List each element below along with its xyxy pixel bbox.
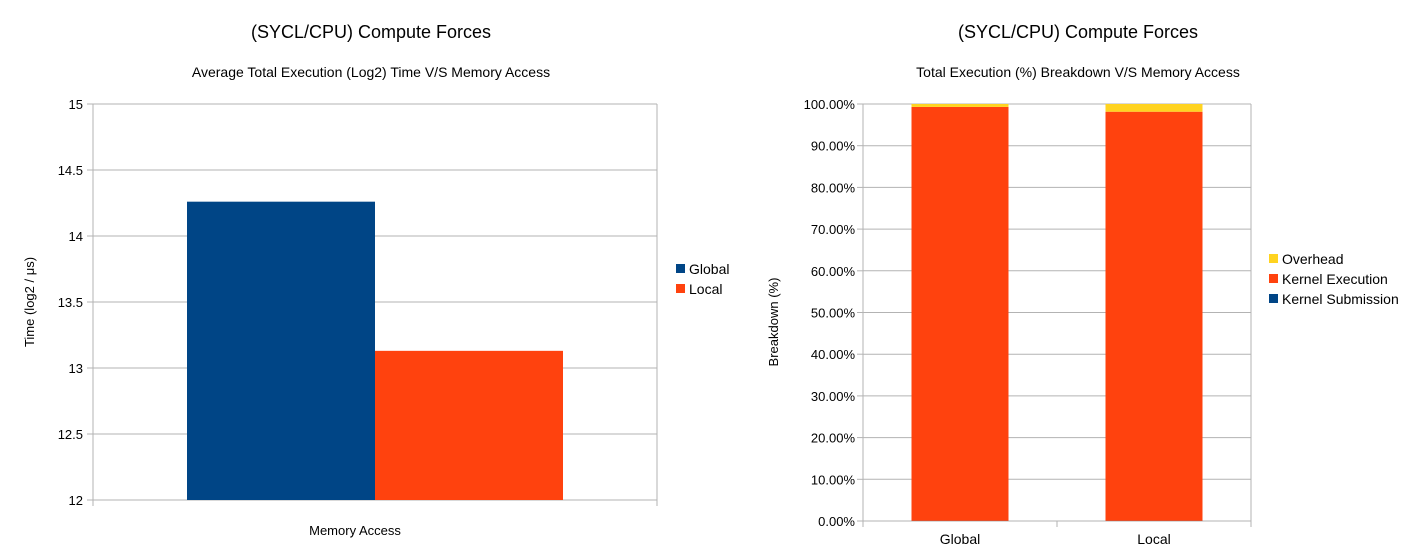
chart2-y-tick-label: 50.00%: [811, 306, 856, 321]
chart2-bar-global-overhead: [911, 104, 1009, 107]
chart1-subtitle: Average Total Execution (Log2) Time V/S …: [192, 64, 550, 80]
chart1-y-tick-label: 13.5: [58, 295, 83, 310]
chart2-legend-swatch: [1269, 294, 1278, 303]
chart2-y-tick-label: 30.00%: [811, 389, 856, 404]
chart1-legend: Global Local: [676, 261, 729, 297]
chart1-y-tick-label: 15: [69, 97, 83, 112]
chart2-y-tick-label: 60.00%: [811, 264, 856, 279]
chart2-y-tick-label: 10.00%: [811, 472, 856, 487]
chart1-legend-label: Local: [689, 281, 722, 297]
chart2-y-tick-label: 0.00%: [818, 514, 855, 529]
chart2-bars: [911, 104, 1203, 521]
chart2-y-tick-label: 80.00%: [811, 180, 856, 195]
chart2-subtitle: Total Execution (%) Breakdown V/S Memory…: [916, 64, 1240, 80]
chart1-y-tick-label: 12: [69, 493, 83, 508]
chart2-y-ticks: 0.00% 10.00% 20.00% 30.00% 40.00% 50.00% 60.00…: [804, 97, 856, 529]
chart1-y-tick-label: 13: [69, 361, 83, 376]
chart-breakdown: (SYCL/CPU) Compute Forces Total Executio…: [766, 22, 1399, 547]
chart1-legend-swatch: [676, 264, 685, 273]
chart2-bar-global-kernel-execution: [911, 106, 1009, 521]
chart2-y-tick-label: 20.00%: [811, 431, 856, 446]
chart2-y-axis-label: Breakdown (%): [766, 278, 781, 367]
chart1-y-tick-label: 12.5: [58, 427, 83, 442]
chart-log2-time: (SYCL/CPU) Compute Forces Average Total …: [22, 22, 729, 538]
chart1-legend-label: Global: [689, 261, 729, 277]
chart2-bar-local-overhead: [1105, 104, 1203, 112]
chart1-title: (SYCL/CPU) Compute Forces: [251, 22, 491, 42]
chart2-x-ticks: Global Local: [940, 531, 1171, 547]
chart2-legend-swatch: [1269, 254, 1278, 263]
chart1-y-tick-label: 14.5: [58, 163, 83, 178]
chart2-legend-label: Kernel Submission: [1282, 291, 1399, 307]
chart1-y-tick-label: 14: [69, 229, 83, 244]
chart2-y-tick-label: 90.00%: [811, 139, 856, 154]
chart1-bars: [187, 201, 563, 500]
chart1-y-axis-label: Time (log2 / μs): [22, 257, 37, 347]
chart1-bar-global: [187, 201, 375, 500]
chart1-y-ticks: 12 12.5 13 13.5 14 14.5 15: [58, 97, 83, 508]
chart2-bar-local-kernel-execution: [1105, 111, 1203, 521]
chart2-y-tick-label: 100.00%: [804, 97, 856, 112]
chart2-legend-label: Kernel Execution: [1282, 271, 1388, 287]
chart2-legend-label: Overhead: [1282, 251, 1343, 267]
chart1-bar-local: [375, 350, 563, 500]
chart1-legend-swatch: [676, 284, 685, 293]
chart2-y-tick-label: 70.00%: [811, 222, 856, 237]
chart2-legend-swatch: [1269, 274, 1278, 283]
chart2-x-tick-label: Global: [940, 531, 980, 547]
chart2-y-tick-label: 40.00%: [811, 347, 856, 362]
chart2-title: (SYCL/CPU) Compute Forces: [958, 22, 1198, 42]
chart2-x-tick-label: Local: [1137, 531, 1170, 547]
chart2-legend: Overhead Kernel Execution Kernel Submissio…: [1269, 251, 1399, 307]
chart1-x-axis-label: Memory Access: [309, 523, 401, 538]
